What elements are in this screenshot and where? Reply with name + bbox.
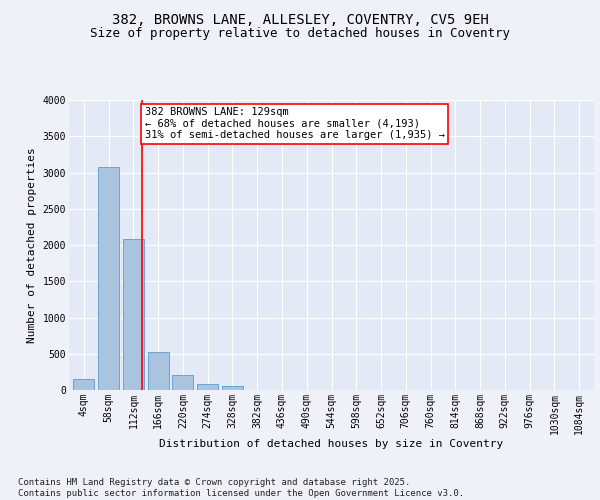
Text: Contains HM Land Registry data © Crown copyright and database right 2025.
Contai: Contains HM Land Registry data © Crown c…	[18, 478, 464, 498]
X-axis label: Distribution of detached houses by size in Coventry: Distribution of detached houses by size …	[160, 440, 503, 450]
Text: Size of property relative to detached houses in Coventry: Size of property relative to detached ho…	[90, 28, 510, 40]
Bar	[73, 379, 94, 390]
Bar	[197, 384, 218, 390]
Text: 382, BROWNS LANE, ALLESLEY, COVENTRY, CV5 9EH: 382, BROWNS LANE, ALLESLEY, COVENTRY, CV…	[112, 12, 488, 26]
Bar	[148, 352, 169, 390]
Bar	[222, 386, 243, 390]
Bar	[98, 166, 119, 390]
Text: 382 BROWNS LANE: 129sqm
← 68% of detached houses are smaller (4,193)
31% of semi: 382 BROWNS LANE: 129sqm ← 68% of detache…	[145, 108, 445, 140]
Bar	[172, 375, 193, 390]
Y-axis label: Number of detached properties: Number of detached properties	[27, 147, 37, 343]
Bar	[123, 239, 144, 390]
